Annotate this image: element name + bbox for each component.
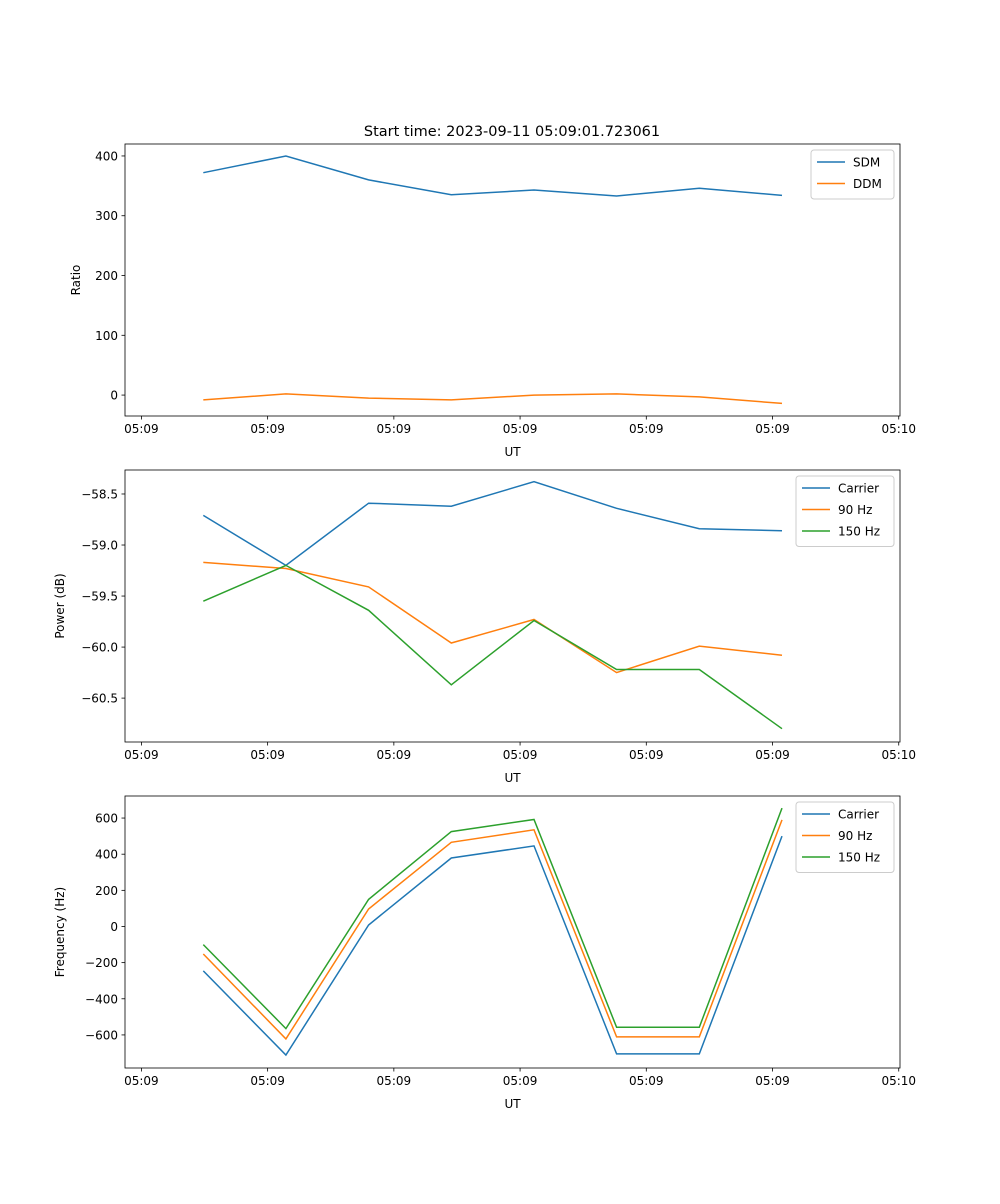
panel3-legend-label: 150 Hz	[838, 851, 880, 865]
panel3-x-tick-label: 05:09	[755, 1074, 790, 1088]
panel2-series-line-150-hz	[203, 564, 783, 730]
panel3-series-line-90-hz	[202, 819, 783, 1041]
panel3-legend-label: 90 Hz	[838, 829, 872, 843]
panel2-x-tick-label: 05:09	[503, 748, 538, 762]
panel2-y-axis-label: Power (dB)	[53, 573, 67, 638]
panel1-x-tick-label: 05:10	[881, 422, 916, 436]
panel1-y-tick-label: 300	[95, 209, 118, 223]
panel3-y-tick-label: 400	[95, 848, 118, 862]
panel2-x-tick-label: 05:09	[124, 748, 159, 762]
panel2-legend-label: 90 Hz	[838, 503, 872, 517]
panel3-axes-frame	[124, 795, 901, 1069]
panel1-x-tick-label: 05:09	[503, 422, 538, 436]
panel1-x-tick-label: 05:09	[124, 422, 159, 436]
panel3-x-tick-label: 05:09	[124, 1074, 159, 1088]
panel1-axes-frame	[124, 143, 901, 417]
panel2-series-line-90-hz	[203, 561, 783, 674]
panel3-series-line-150-hz	[202, 807, 783, 1030]
panel3-x-tick-label: 05:09	[503, 1074, 538, 1088]
panel1-x-axis-label: UT	[504, 445, 521, 459]
panel2-x-tick-label: 05:10	[881, 748, 916, 762]
panel1-y-tick-label: 0	[110, 389, 118, 403]
chart-title: Start time: 2023-09-11 05:09:01.723061	[364, 124, 660, 140]
panel2-y-tick-label: −60.5	[81, 692, 118, 706]
panel3-series-line-carrier	[202, 835, 783, 1057]
panel3-y-tick-label: −200	[85, 956, 118, 970]
panel1-x-tick-label: 05:09	[250, 422, 285, 436]
panel2-y-tick-label: −59.0	[81, 539, 118, 553]
panel3-x-tick-label: 05:09	[377, 1074, 412, 1088]
panel3-x-tick-label: 05:09	[629, 1074, 664, 1088]
panel1-y-tick-label: 200	[95, 269, 118, 283]
panel2-legend-label: 150 Hz	[838, 525, 880, 539]
panel3-y-tick-label: −400	[85, 992, 118, 1006]
panel2-y-tick-label: −58.5	[81, 487, 118, 501]
panel1-x-tick-label: 05:09	[755, 422, 790, 436]
panel2-y-tick-label: −60.0	[81, 641, 118, 655]
panel2-legend	[795, 475, 895, 547]
panel1-x-tick-label: 05:09	[377, 422, 412, 436]
panel2-x-tick-label: 05:09	[755, 748, 790, 762]
panel2-y-tick-label: −59.5	[81, 590, 118, 604]
panel1-legend-label: SDM	[853, 156, 880, 170]
panel3-y-axis-label: Frequency (Hz)	[53, 887, 67, 978]
panel3-x-tick-label: 05:09	[250, 1074, 285, 1088]
panel2-x-axis-label: UT	[504, 771, 521, 785]
panel3-y-tick-label: 0	[110, 920, 118, 934]
panel1-y-tick-label: 100	[95, 329, 118, 343]
panel2-legend-label: Carrier	[838, 482, 879, 496]
panel2-x-tick-label: 05:09	[250, 748, 285, 762]
panel2-series-line-carrier	[202, 480, 783, 567]
panel3-x-axis-label: UT	[504, 1097, 521, 1111]
panel2-x-tick-label: 05:09	[629, 748, 664, 762]
panel2-axes-frame	[124, 469, 901, 743]
panel1-y-axis-label: Ratio	[69, 265, 83, 296]
panel3-y-tick-label: −600	[85, 1028, 118, 1042]
panel3-x-tick-label: 05:10	[881, 1074, 916, 1088]
panel3-y-tick-label: 200	[95, 884, 118, 898]
panel3-legend	[795, 801, 895, 873]
panel1-series-line-ddm	[203, 393, 783, 405]
panel1-x-tick-label: 05:09	[629, 422, 664, 436]
panel2-x-tick-label: 05:09	[377, 748, 412, 762]
panel3-y-tick-label: 600	[95, 812, 118, 826]
panel1-legend-label: DDM	[853, 177, 882, 191]
panel1-series-line-sdm	[203, 155, 783, 197]
panel3-legend-label: Carrier	[838, 808, 879, 822]
panel1-y-tick-label: 400	[95, 149, 118, 163]
